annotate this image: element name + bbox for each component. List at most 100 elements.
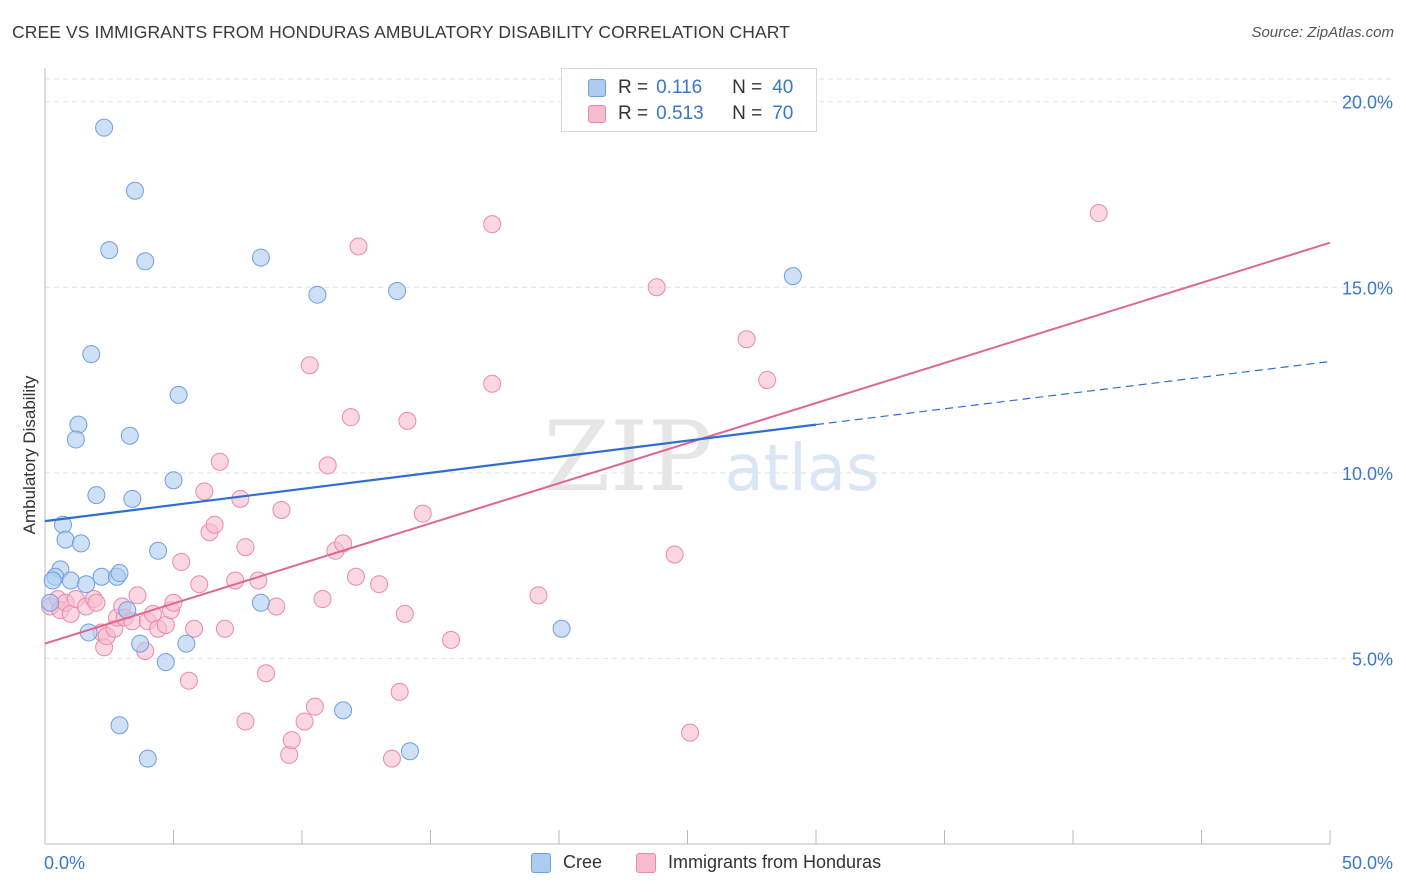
data-point-honduras [195,482,214,501]
data-point-honduras [681,723,700,742]
data-point-honduras [236,712,255,731]
cree-swatch [531,852,551,873]
data-point-honduras [370,575,389,594]
axes [44,68,1331,845]
data-point-cree [123,489,142,508]
legend-label-honduras: Immigrants from Honduras [668,852,882,872]
watermark-zip: ZIP [543,401,712,513]
data-point-cree [125,181,144,200]
data-point-cree [308,285,327,304]
trend-lines [44,241,1331,645]
honduras-swatch [636,852,656,873]
data-point-honduras [483,374,502,393]
y-tick-label: 15.0% [1342,278,1393,298]
data-point-cree [783,267,802,286]
data-point-honduras [128,586,147,605]
data-point-honduras [300,356,319,375]
data-point-cree [164,471,183,490]
data-point-honduras [758,371,777,390]
data-point-cree [56,530,75,549]
data-point-honduras [231,489,250,508]
r-label: R = [618,103,649,124]
data-point-cree [82,345,101,364]
data-point-honduras [390,682,409,701]
r-label: R = [618,77,649,98]
data-point-honduras [334,534,353,553]
data-point-honduras [313,590,332,609]
data-point-cree [95,118,114,137]
data-point-cree [169,385,188,404]
legend-label-cree: Cree [563,852,603,872]
data-point-honduras [282,731,301,750]
data-point-honduras [413,504,432,523]
legend-row-honduras: R = 0.513 N = 70 [588,103,793,125]
data-point-honduras [185,619,204,638]
data-point-cree [552,619,571,638]
data-point-honduras [442,630,461,649]
data-point-cree [66,430,85,449]
data-point-cree [87,486,106,505]
data-point-honduras [215,619,234,638]
legend-item-honduras: Immigrants from Honduras [636,852,881,873]
data-point-honduras [305,697,324,716]
watermark: ZIP atlas [543,401,879,513]
data-point-cree [110,716,129,735]
data-point-cree [156,653,175,672]
data-point-cree [251,593,270,612]
data-point-honduras [179,671,198,690]
data-point-cree [92,567,111,586]
data-point-honduras [280,745,299,764]
x-tick-label-min: 0.0% [44,853,85,873]
source-label: Source: ZipAtlas.com [1251,24,1394,41]
data-point-cree [61,571,80,590]
legend-row-cree: R = 0.116 N = 40 [588,77,793,99]
data-point-honduras [1089,204,1108,223]
data-point-cree [136,252,155,271]
correlation-legend: R = 0.116 N = 40 R = 0.513 N = 70 [561,68,817,132]
data-point-honduras [210,452,229,471]
trend-line-cree [44,423,817,523]
data-point-cree [41,593,60,612]
data-point-honduras [395,604,414,623]
y-tick-label: 10.0% [1342,464,1393,484]
tick-labels: 5.0% 10.0% 15.0% 20.0% 0.0% 50.0% [44,93,1393,873]
data-point-honduras [737,330,756,349]
honduras-swatch [588,105,606,123]
data-point-honduras [205,515,224,534]
r-value: 0.116 [656,77,703,98]
data-point-honduras [87,593,106,612]
data-point-honduras [398,411,417,430]
series-legend: Cree Immigrants from Honduras [0,852,1406,876]
data-point-honduras [318,456,337,475]
data-point-honduras [257,664,276,683]
data-point-cree [131,634,150,653]
data-point-cree [120,426,139,445]
data-point-cree [251,248,270,267]
data-point-cree [71,534,90,553]
data-point-cree [177,634,196,653]
series-cree-points [41,118,802,768]
y-tick-label: 5.0% [1352,649,1393,669]
data-point-honduras [267,597,286,616]
watermark-atlas: atlas [725,432,880,506]
n-label: N = [732,77,763,98]
data-point-cree [334,701,353,720]
legend-item-cree: Cree [531,852,602,873]
data-point-honduras [295,712,314,731]
data-point-cree [400,742,419,761]
r-value: 0.513 [656,103,704,124]
data-point-cree [138,749,157,768]
gridlines [45,78,1393,659]
cree-swatch [588,79,606,97]
data-point-cree [149,541,168,560]
data-point-cree [388,281,407,300]
data-point-honduras [665,545,684,564]
data-point-honduras [529,586,548,605]
n-label: N = [732,103,763,124]
data-point-cree [69,415,88,434]
data-point-cree [110,564,129,583]
data-point-honduras [647,278,666,297]
data-point-cree [43,571,62,590]
n-value: 70 [772,103,794,124]
